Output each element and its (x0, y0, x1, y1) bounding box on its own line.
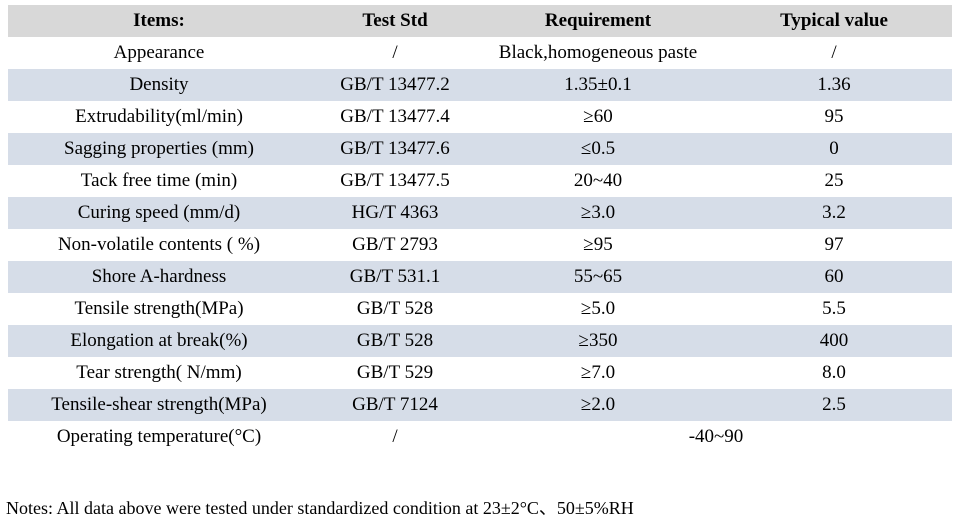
requirement-cell: ≥2.0 (480, 389, 716, 421)
table-row-elongation-at-break: Elongation at break(%) GB/T 528 ≥350 400 (8, 325, 952, 357)
value-span-cell: -40~90 (688, 426, 744, 447)
table-row-non-volatile-contents: Non-volatile contents ( %) GB/T 2793 ≥95… (8, 229, 952, 261)
test-std-cell: HG/T 4363 (310, 197, 480, 229)
typical-value-cell: 8.0 (822, 362, 846, 383)
item-cell: Density (8, 69, 310, 101)
table-row-density: Density GB/T 13477.2 1.35±0.1 1.36 (8, 69, 952, 101)
table-row-sagging-properties: Sagging properties (mm) GB/T 13477.6 ≤0.… (8, 133, 952, 165)
notes-text: Notes: All data above were tested under … (6, 498, 634, 518)
table-row-curing-speed: Curing speed (mm/d) HG/T 4363 ≥3.0 3.2 (8, 197, 952, 229)
requirement-cell: ≤0.5 (480, 133, 716, 165)
item-cell: Operating temperature(°C) (56, 426, 262, 447)
test-std-cell: GB/T 13477.5 (340, 170, 450, 191)
item-cell: Sagging properties (mm) (8, 133, 310, 165)
typical-value-cell: 97 (824, 234, 844, 255)
table-row-tensile-shear-strength: Tensile-shear strength(MPa) GB/T 7124 ≥2… (8, 389, 952, 421)
item-cell: Tensile strength(MPa) (74, 298, 244, 319)
test-std-cell: / (392, 42, 398, 63)
test-std-cell: GB/T 13477.6 (310, 133, 480, 165)
requirement-cell: 1.35±0.1 (480, 69, 716, 101)
table-row-extrudability: Extrudability(ml/min) GB/T 13477.4 ≥60 9… (8, 101, 952, 133)
spec-table: Items: Test Std Requirement Typical valu… (8, 5, 952, 453)
item-cell: Curing speed (mm/d) (8, 197, 310, 229)
test-std-cell: GB/T 528 (356, 298, 434, 319)
typical-value-cell: 1.36 (716, 69, 952, 101)
test-std-cell: GB/T 529 (356, 362, 434, 383)
test-std-cell: GB/T 13477.2 (310, 69, 480, 101)
table-row-shore-a-hardness: Shore A-hardness GB/T 531.1 55~65 60 (8, 261, 952, 293)
item-cell: Elongation at break(%) (8, 325, 310, 357)
requirement-cell: 55~65 (480, 261, 716, 293)
typical-value-cell: 3.2 (716, 197, 952, 229)
test-std-cell: / (392, 426, 398, 447)
item-cell: Extrudability(ml/min) (75, 106, 243, 127)
typical-value-cell: 2.5 (716, 389, 952, 421)
test-std-cell: GB/T 528 (310, 325, 480, 357)
typical-value-cell: 5.5 (822, 298, 846, 319)
col-header-typical-value: Typical value (716, 5, 952, 37)
item-cell: Non-volatile contents ( %) (57, 234, 261, 255)
requirement-cell: 20~40 (573, 170, 623, 191)
table-row-operating-temperature: Operating temperature(°C) / -40~90 (8, 421, 952, 453)
item-cell: Tensile-shear strength(MPa) (8, 389, 310, 421)
item-cell: Tear strength( N/mm) (76, 362, 242, 383)
requirement-cell: ≥60 (583, 106, 613, 127)
item-cell: Tack free time (min) (80, 170, 238, 191)
requirement-cell: ≥95 (583, 234, 613, 255)
typical-value-cell: 60 (716, 261, 952, 293)
requirement-cell: ≥7.0 (580, 362, 616, 383)
item-cell: Appearance (113, 42, 205, 63)
requirement-cell: ≥350 (480, 325, 716, 357)
table-row-tensile-strength: Tensile strength(MPa) GB/T 528 ≥5.0 5.5 (8, 293, 952, 325)
test-std-cell: GB/T 7124 (310, 389, 480, 421)
table-row-appearance: Appearance / Black,homogeneous paste / (8, 37, 952, 69)
table-row-tear-strength: Tear strength( N/mm) GB/T 529 ≥7.0 8.0 (8, 357, 952, 389)
item-cell: Shore A-hardness (8, 261, 310, 293)
table-row-tack-free-time: Tack free time (min) GB/T 13477.5 20~40 … (8, 165, 952, 197)
col-header-test-std: Test Std (310, 5, 480, 37)
typical-value-cell: / (831, 42, 837, 63)
typical-value-cell: 0 (716, 133, 952, 165)
typical-value-cell: 400 (716, 325, 952, 357)
test-std-cell: GB/T 2793 (352, 234, 438, 255)
test-std-cell: GB/T 531.1 (310, 261, 480, 293)
typical-value-cell: 25 (824, 170, 844, 191)
col-header-items: Items: (8, 5, 310, 37)
header-row: Items: Test Std Requirement Typical valu… (8, 5, 952, 37)
test-std-cell: GB/T 13477.4 (340, 106, 450, 127)
requirement-cell: ≥3.0 (480, 197, 716, 229)
requirement-cell: Black,homogeneous paste (498, 42, 698, 63)
typical-value-cell: 95 (824, 106, 844, 127)
requirement-cell: ≥5.0 (580, 298, 616, 319)
col-header-requirement: Requirement (480, 5, 716, 37)
